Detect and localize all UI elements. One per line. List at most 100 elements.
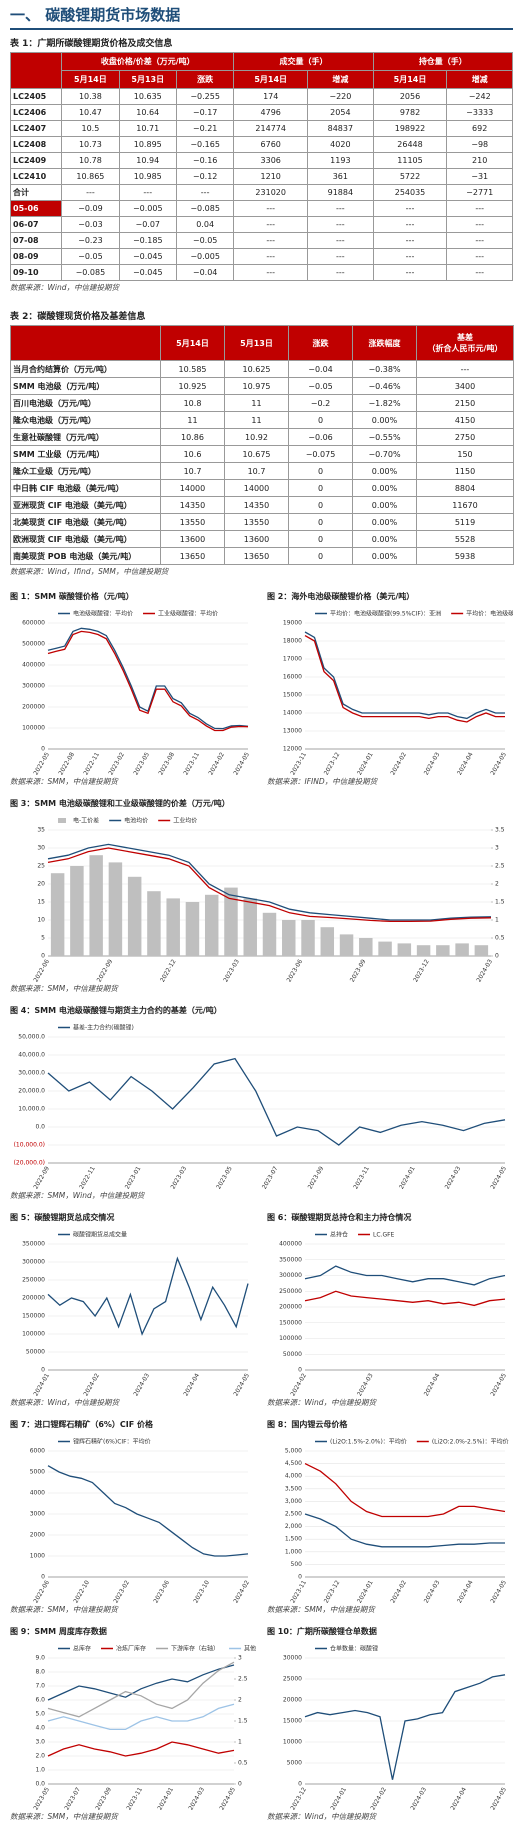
figure: 图 6：碳酸锂期货总持仓和主力持仓情况 0 50000 100000 150000 200… xyxy=(267,1210,513,1417)
x-tick-label: 2022-09 xyxy=(96,958,115,982)
y2-tick-label: 2.5 xyxy=(238,1676,248,1683)
header-cell: 5月14日 xyxy=(233,70,309,89)
table-cell: 0 xyxy=(288,530,353,548)
line-series xyxy=(47,1465,249,1557)
table-cell: −2771 xyxy=(446,184,513,201)
table-cell: −242 xyxy=(446,88,513,105)
table-cell: 0.00% xyxy=(352,530,417,548)
legend-label: 工业均价 xyxy=(173,817,197,825)
y-tick-label: 250000 xyxy=(279,1288,302,1295)
y-tick-label: 400000 xyxy=(22,662,45,669)
y2-tick-label: 2.5 xyxy=(495,863,505,870)
table-row: LC2409 10.78 10.94 −0.16 3306 1193 11105 210 xyxy=(9,152,513,169)
y-tick-label: 3000 xyxy=(30,1511,45,1518)
table-row: LC2410 10.865 10.985 −0.12 1210 361 5722 −31 xyxy=(9,168,513,185)
table-cell: 10.985 xyxy=(118,168,177,185)
table-cell: 14350 xyxy=(224,496,289,514)
y-tick-label: 20,000.0 xyxy=(18,1088,45,1095)
line-series xyxy=(304,1513,505,1548)
header-cell: 涨跌 xyxy=(175,70,235,89)
table-cell: −0.05 xyxy=(288,377,353,395)
legend-label: 工业级碳酸锂：平均价 xyxy=(158,610,218,618)
table-cell: −0.05 xyxy=(175,232,235,249)
bar xyxy=(147,891,161,956)
table-cell: 13600 xyxy=(160,530,225,548)
line-series xyxy=(47,1256,249,1336)
y2-tick-label: 1.5 xyxy=(495,899,505,906)
y-tick-label: 1.0 xyxy=(35,1767,45,1774)
y-tick-label: 1,500 xyxy=(285,1536,302,1543)
table-cell: 10.7 xyxy=(160,462,225,480)
table-row: 08-09 −0.05 −0.045 −0.005 --- --- --- --- xyxy=(9,248,513,265)
table-cell: 11105 xyxy=(372,152,448,169)
x-tick-label: 2023-06 xyxy=(152,1579,171,1603)
x-tick-label: 2022-09 xyxy=(32,1165,51,1189)
table-cell: 5938 xyxy=(416,547,514,565)
table-cell: 198922 xyxy=(372,120,448,137)
table-cell: 10.92 xyxy=(224,428,289,446)
y-tick-label: 16000 xyxy=(283,674,302,681)
table-cell: −0.2 xyxy=(288,394,353,412)
table-cell: 174 xyxy=(233,88,309,105)
x-tick-label: 2024-04 xyxy=(423,1372,442,1396)
table-row: 隆众电池级（万元/吨） 11 11 0 0.00% 4150 xyxy=(10,411,514,429)
table-cell: −0.38% xyxy=(352,360,417,378)
table-cell: 0.00% xyxy=(352,479,417,497)
y-tick-label: 3,500 xyxy=(285,1485,302,1492)
table-cell: 10.5 xyxy=(61,120,120,137)
x-tick-label: 2023-10 xyxy=(192,1579,211,1603)
y-tick-label: 20 xyxy=(37,881,45,888)
figure-row: 图 9：SMM 周度库存数据 0.0 1.0 2.0 3.0 4.0 5.0 6.0 7.0 8.… xyxy=(10,1624,513,1831)
table-cell: 231020 xyxy=(233,184,309,201)
x-tick-label: 2023-09 xyxy=(307,1165,326,1189)
table-cell: --- xyxy=(307,200,374,217)
table-cell: 05-06 xyxy=(9,200,63,217)
y-tick-label: 0 xyxy=(41,1367,45,1374)
table-cell: --- xyxy=(446,248,513,265)
bar xyxy=(436,945,450,956)
table-row: 当月合约结算价（万元/吨） 10.585 10.625 −0.04 −0.38% --- xyxy=(10,360,514,378)
y-tick-label: 8.0 xyxy=(35,1669,45,1676)
y-tick-label: 6000 xyxy=(30,1448,45,1455)
y2-tick-label: 3 xyxy=(238,1655,242,1662)
figure: 图 7：进口锂辉石精矿（6%）CIF 价格 0 1000 2000 3000 4000 50… xyxy=(10,1417,256,1624)
y-tick-label: 30 xyxy=(37,845,45,852)
y-tick-label: 18000 xyxy=(283,638,302,645)
y-tick-label: 4,000 xyxy=(285,1473,302,1480)
figure: 图 4：SMM 电池级碳酸锂与期货主力合约的基差（元/吨） (20,000.0)(… xyxy=(10,1003,513,1210)
x-tick-label: 2023-11 xyxy=(352,1165,371,1189)
table-cell: 91884 xyxy=(307,184,374,201)
figure-title: 图 5：碳酸锂期货总成交情况 xyxy=(10,1213,115,1222)
chart: 12000 13000 14000 15000 16000 17000 18000 19000… xyxy=(283,610,513,776)
table-cell: 2056 xyxy=(372,88,448,105)
y-tick-label: 4,500 xyxy=(285,1460,302,1467)
table-cell: LC2408 xyxy=(9,136,63,153)
y-tick-label: 0 xyxy=(298,1574,302,1581)
table-caption: 表 1：广期所碳酸锂期货价格及成交信息 xyxy=(10,39,173,49)
table-cell: 0.00% xyxy=(352,411,417,429)
line-series xyxy=(47,1057,506,1146)
x-tick-label: 2023-12 xyxy=(289,1786,308,1810)
y-tick-label: 30,000.0 xyxy=(18,1070,45,1077)
figure-title: 图 4：SMM 电池级碳酸锂与期货主力合约的基差（元/吨） xyxy=(10,1006,222,1015)
table-row: LC2408 10.73 10.895 −0.165 6760 4020 26448 −98 xyxy=(9,136,513,153)
chart: 0.0 1.0 2.0 3.0 4.0 5.0 6.0 7.0 8.0 9.0 0 0.5 1 1.5 2 2… xyxy=(32,1645,256,1811)
header-cell: 5月14日 xyxy=(372,70,448,89)
header-cell xyxy=(10,325,161,361)
header-cell xyxy=(9,52,63,89)
y-tick-label: 350000 xyxy=(279,1256,302,1263)
table-cell: 0 xyxy=(288,411,353,429)
table-cell: --- xyxy=(307,264,374,281)
bar xyxy=(89,855,103,956)
table-cell: 百川电池级（万元/吨） xyxy=(10,394,161,412)
table-cell: −0.085 xyxy=(61,264,120,281)
figure-row: 图 5：碳酸锂期货总成交情况 0 50000 100000 150000 200000 25… xyxy=(10,1210,513,1417)
y-tick-label: 15000 xyxy=(283,1718,302,1725)
chart: 0 5 10 15 20 25 30 35 0 0.5 1 1.5 2 2.5 3 3.5 2022-06 202… xyxy=(32,817,505,983)
table-cell: 10.47 xyxy=(61,104,120,121)
table-cell: LC2406 xyxy=(9,104,63,121)
table-row: SMM 电池级（万元/吨） 10.925 10.975 −0.05 −0.46% 3400 xyxy=(10,377,514,395)
x-tick-label: 2024-02 xyxy=(369,1786,388,1810)
table-cell: 13650 xyxy=(160,547,225,565)
table-cell: 10.71 xyxy=(118,120,177,137)
